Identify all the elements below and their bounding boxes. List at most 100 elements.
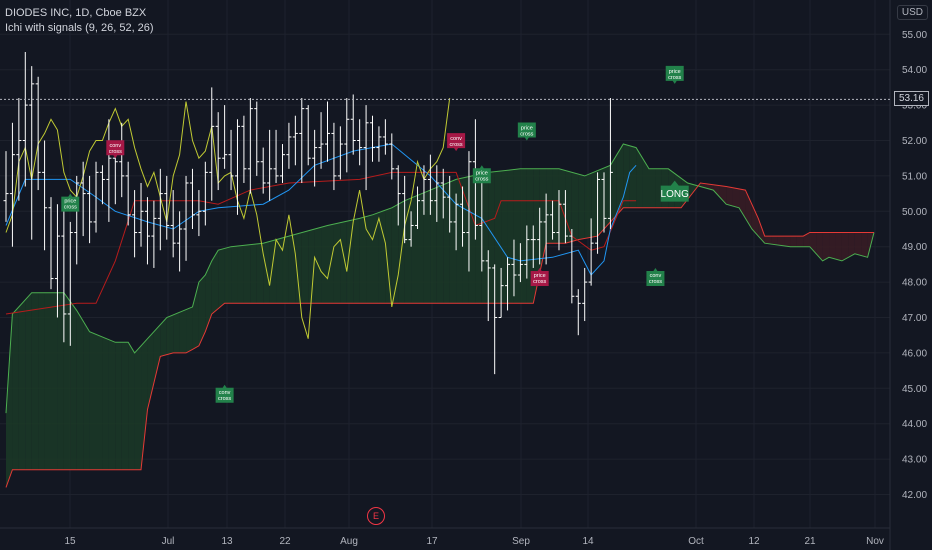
ohlc-bar[interactable] [543, 193, 549, 265]
ohlc-bar[interactable] [350, 94, 356, 155]
ohlc-bar[interactable] [607, 98, 613, 229]
ohlc-bar[interactable] [260, 147, 266, 194]
ohlc-bar[interactable] [292, 115, 298, 166]
ohlc-bar[interactable] [453, 193, 459, 251]
ohlc-bar[interactable] [202, 161, 208, 226]
ohlc-bar[interactable] [505, 257, 511, 311]
ohlc-bar[interactable] [119, 122, 125, 198]
ohlc-bar[interactable] [80, 161, 86, 237]
ohlc-bar[interactable] [254, 101, 260, 176]
ohlc-bar[interactable] [234, 119, 240, 215]
ohlc-bar[interactable] [279, 144, 285, 183]
ohlc-bar[interactable] [93, 161, 99, 233]
symbol-title[interactable]: DIODES INC, 1D, Cboe BZX [5, 7, 147, 19]
ohlc-bar[interactable] [54, 204, 60, 318]
ohlc-bar[interactable] [61, 200, 67, 343]
ohlc-bar[interactable] [183, 175, 189, 261]
ohlc-bar[interactable] [434, 165, 440, 222]
ohlc-bar[interactable] [164, 175, 170, 240]
ohlc-bar[interactable] [138, 182, 144, 247]
ohlc-bar[interactable] [48, 197, 54, 290]
ohlc-bar[interactable] [447, 175, 453, 233]
ohlc-bar[interactable] [22, 52, 28, 187]
long-signal-label[interactable]: LONG [661, 180, 690, 202]
ohlc-bar[interactable] [74, 175, 80, 265]
ohlc-bar[interactable] [325, 101, 330, 162]
indicator-title[interactable]: Ichi with signals (9, 26, 52, 26) [5, 22, 154, 34]
ohlc-bar[interactable] [299, 98, 305, 183]
ohlc-bar[interactable] [177, 211, 183, 272]
ohlc-bar[interactable] [415, 186, 421, 229]
ohlc-bar[interactable] [517, 243, 523, 283]
ohlc-bar[interactable] [305, 105, 311, 166]
ohlc-bar[interactable] [357, 119, 363, 166]
ohlc-bar[interactable] [132, 190, 138, 258]
ohlc-bar[interactable] [569, 229, 575, 304]
ohlc-bar[interactable] [556, 190, 562, 251]
ohlc-bar[interactable] [402, 175, 408, 244]
ohlc-bar[interactable] [29, 66, 35, 240]
ohlc-bar[interactable] [498, 267, 504, 318]
ohlc-bar[interactable] [87, 175, 93, 244]
ohlc-bar[interactable] [492, 264, 498, 375]
ohlc-bar[interactable] [106, 119, 112, 222]
ohlc-bar[interactable] [196, 190, 202, 237]
earnings-marker[interactable]: E [367, 507, 385, 525]
ohlc-bar[interactable] [363, 105, 369, 191]
ohlc-bar[interactable] [67, 221, 73, 346]
ohlc-bar[interactable] [99, 165, 105, 205]
ohlc-bar[interactable] [601, 172, 607, 233]
ohlc-bar[interactable] [562, 190, 568, 244]
ohlc-bar[interactable] [222, 105, 228, 169]
ohlc-bar[interactable] [151, 200, 157, 268]
ohlc-bar[interactable] [170, 190, 176, 258]
ohlc-bar[interactable] [421, 165, 427, 215]
ohlc-bar[interactable] [440, 168, 446, 219]
ohlc-bar[interactable] [286, 122, 292, 169]
ohlc-bar[interactable] [395, 165, 401, 226]
ohlc-bar[interactable] [479, 175, 485, 272]
ohlc-bar[interactable] [267, 129, 273, 201]
ohlc-bar[interactable] [550, 200, 556, 240]
ohlc-bar[interactable] [35, 76, 41, 191]
ohlc-bar[interactable] [408, 211, 414, 247]
currency-button[interactable]: USD [896, 5, 928, 20]
ohlc-bar[interactable] [42, 140, 48, 251]
ohlc-bar[interactable] [575, 289, 581, 336]
ohlc-bar[interactable] [382, 119, 388, 155]
ohlc-bar[interactable] [524, 225, 530, 279]
ohlc-bar[interactable] [215, 112, 221, 191]
ohlc-bar[interactable] [460, 186, 466, 247]
ohlc-bar[interactable] [157, 168, 163, 251]
ohlc-bar[interactable] [9, 122, 15, 247]
ohlc-bar[interactable] [427, 154, 433, 215]
ohlc-bar[interactable] [511, 239, 517, 297]
ohlc-bar[interactable] [312, 129, 318, 187]
ohlc-bar[interactable] [125, 161, 131, 226]
ohlc-bar[interactable] [537, 207, 543, 265]
ohlc-bar[interactable] [228, 129, 234, 191]
ohlc-bar[interactable] [318, 112, 324, 169]
ohlc-bar[interactable] [595, 172, 601, 254]
ohlc-bar[interactable] [331, 122, 337, 191]
ohlc-bar[interactable] [485, 250, 491, 322]
ohlc-bar[interactable] [273, 129, 279, 183]
ohlc-bar[interactable] [530, 225, 536, 268]
ohlc-bar[interactable] [209, 87, 215, 201]
ohlc-bar[interactable] [16, 98, 22, 201]
ohlc-bar[interactable] [3, 151, 9, 222]
ohlc-bar[interactable] [337, 126, 343, 180]
ohlc-bar[interactable] [389, 133, 395, 180]
ohlc-bar[interactable] [247, 98, 253, 194]
ohlc-bar[interactable] [466, 151, 472, 272]
ohlc-bar[interactable] [370, 115, 376, 162]
ohlc-bar[interactable] [189, 168, 195, 229]
